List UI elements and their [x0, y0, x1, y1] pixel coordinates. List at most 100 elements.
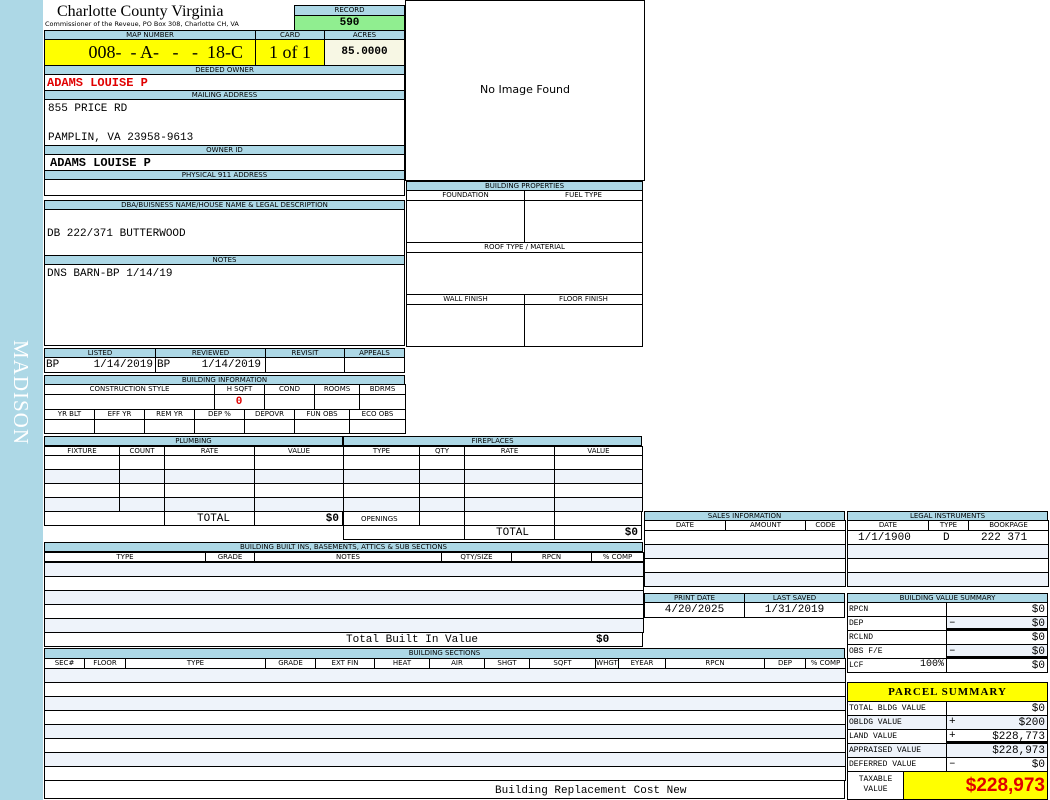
parcel-summary-value: $0 [946, 701, 1048, 716]
plumbing-total: $0 [325, 513, 339, 525]
sections-row [44, 752, 846, 767]
building-info-cell[interactable] [214, 395, 215, 409]
plumbing-cell[interactable] [164, 456, 165, 469]
built-ins-row [44, 562, 644, 577]
legal-date: 1/1/1900 [858, 532, 911, 544]
fireplaces-title: FIREPLACES [343, 436, 642, 446]
roof-field[interactable] [406, 252, 643, 295]
appeals-field[interactable] [344, 357, 405, 373]
plumbing-cell[interactable] [254, 484, 255, 497]
fireplace-cell[interactable] [419, 498, 420, 511]
foundation-field[interactable] [406, 200, 525, 243]
building-info-cell[interactable] [244, 420, 245, 433]
reviewed-by: BP [157, 359, 171, 371]
reviewed-date: 1/14/2019 [201, 359, 261, 371]
parcel-summary-value: $0 [946, 757, 1048, 772]
plumbing-row [44, 497, 344, 512]
mailing-line-2: PAMPLIN, VA 23958-9613 [48, 132, 194, 144]
value-summary-label: DEP [847, 616, 947, 631]
building-info-cell[interactable] [314, 395, 315, 409]
parcel-summary-label: APPRAISED VALUE [847, 743, 947, 758]
fireplace-cell[interactable] [554, 456, 555, 469]
sales-row [644, 544, 846, 559]
fireplace-total-row: TOTAL $0 [343, 525, 642, 540]
built-ins-row [44, 618, 644, 633]
record-number: 590 [294, 15, 405, 31]
plumbing-cell[interactable] [164, 484, 165, 497]
plumbing-cell[interactable] [254, 456, 255, 469]
fireplace-cell[interactable] [464, 498, 465, 511]
plumbing-cell[interactable] [119, 470, 120, 483]
legal-bookpage: 222 371 [981, 532, 1028, 544]
plumbing-cell[interactable] [119, 498, 120, 511]
fireplace-row [343, 497, 643, 512]
building-info-cell[interactable] [349, 420, 350, 433]
fireplace-cell[interactable] [554, 484, 555, 497]
building-info-cell[interactable] [264, 395, 265, 409]
acres-value: 85.0000 [324, 39, 405, 66]
plumbing-cell[interactable] [254, 498, 255, 511]
fireplace-cell[interactable] [554, 470, 555, 483]
built-ins-total: $0 [596, 634, 610, 646]
plumbing-cell[interactable] [119, 456, 120, 469]
fireplace-row [343, 483, 643, 498]
fireplace-cell[interactable] [464, 470, 465, 483]
plumbing-cell[interactable] [119, 484, 120, 497]
wall-finish-field[interactable] [406, 304, 525, 347]
legal-type: D [943, 532, 950, 544]
listed-field: BP 1/14/2019 [44, 357, 156, 373]
fireplace-cell[interactable] [419, 484, 420, 497]
fireplace-cell[interactable] [554, 498, 555, 511]
value-summary-label: RCLND [847, 630, 947, 645]
description-value: DB 222/371 BUTTERWOOD [47, 228, 186, 240]
built-ins-row [44, 576, 644, 591]
description-box: DB 222/371 BUTTERWOOD [44, 209, 405, 256]
value-summary-value: $0 [946, 616, 1048, 631]
value-summary-label: OBS F/E [847, 644, 947, 659]
fireplace-total-label: TOTAL [496, 527, 530, 539]
listed-by: BP [46, 359, 60, 371]
building-info-cell[interactable] [359, 395, 360, 409]
value-summary-value: $0 [946, 630, 1048, 645]
fireplace-cell[interactable] [464, 456, 465, 469]
sales-row [644, 558, 846, 573]
plumbing-row [44, 483, 344, 498]
taxable-value-label: TAXABLE VALUE [847, 771, 904, 800]
last-saved: 1/31/2019 [744, 602, 845, 618]
value-summary-value: $0 [946, 644, 1048, 659]
parcel-summary-label: TOTAL BLDG VALUE [847, 701, 947, 716]
building-info-cell[interactable] [144, 420, 145, 433]
plumbing-total-label: TOTAL [197, 513, 231, 525]
fireplace-row [343, 469, 643, 484]
value-summary-label: RPCN [847, 602, 947, 617]
parcel-summary-label: LAND VALUE [847, 729, 947, 744]
value-summary-sign: – [949, 617, 956, 629]
plumbing-cell[interactable] [164, 498, 165, 511]
parcel-summary-sign: – [949, 758, 956, 770]
county-title: Charlotte County Virginia [57, 3, 224, 20]
building-info-row [44, 419, 406, 434]
deeded-owner: ADAMS LOUISE P [44, 74, 405, 91]
parcel-summary-sign: + [949, 730, 956, 742]
parcel-summary-label: OBLDG VALUE [847, 715, 947, 730]
building-info-cell[interactable] [94, 420, 95, 433]
plumbing-cell[interactable] [254, 470, 255, 483]
map-number: 008- - A- - - 18-C [44, 39, 256, 66]
sections-row [44, 710, 846, 725]
office-subtitle: Commissioner of the Reveue, PO Box 308, … [45, 20, 239, 28]
fuel-type-field[interactable] [524, 200, 643, 243]
fireplace-row [343, 455, 643, 470]
fireplace-cell[interactable] [419, 470, 420, 483]
building-info-cell[interactable] [294, 420, 295, 433]
replacement-cost-label: Building Replacement Cost New [495, 785, 687, 797]
fireplace-cell[interactable] [419, 456, 420, 469]
district-name: MADISON [9, 340, 33, 446]
floor-finish-field[interactable] [524, 304, 643, 347]
value-summary-value: $0 [946, 602, 1048, 617]
plumbing-cell[interactable] [164, 470, 165, 483]
revisit-field[interactable] [265, 357, 345, 373]
built-ins-col-header: GRADE [205, 552, 255, 562]
building-info-cell[interactable] [194, 420, 195, 433]
sales-row [644, 572, 846, 587]
fireplace-cell[interactable] [464, 484, 465, 497]
